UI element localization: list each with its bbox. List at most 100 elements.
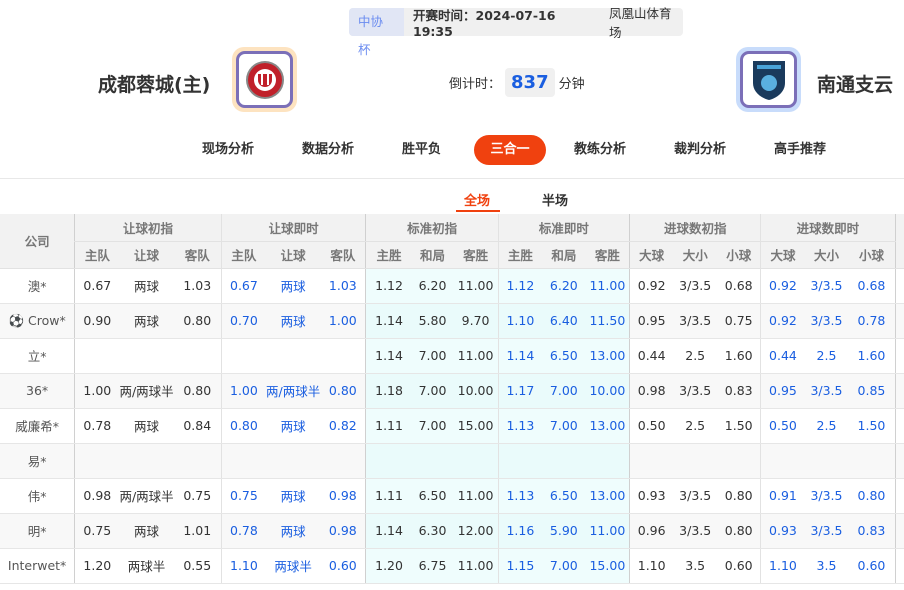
table-row[interactable]: 明* 0.75 两球 1.01 0.78 两球 0.98 1.14 6.30 12.00 1.16 5… [0,513,904,549]
odds-cell[interactable]: 10.00 [453,373,499,409]
odds-cell[interactable]: 0.78 [848,303,896,339]
odds-cell[interactable]: 0.80 [173,303,222,339]
odds-cell[interactable]: 两/两球半 [119,373,174,409]
odds-cell[interactable]: 两球 [266,478,321,514]
odds-cell[interactable]: 0.92 [760,303,805,339]
odds-cell[interactable]: 7.00 [541,548,586,584]
table-row[interactable]: 立* 1.14 7.00 11.00 1.14 6.50 13.00 0.44 2.5 1.60 0… [0,338,904,374]
odds-cell[interactable]: 3/3.5 [804,478,849,514]
odds-cell[interactable]: 1.17 [497,373,542,409]
odds-cell[interactable]: 3/3.5 [804,268,849,304]
odds-cell[interactable]: 1.11 [365,408,412,444]
odds-cell[interactable]: 0.75 [717,303,761,339]
odds-cell[interactable]: 1.14 [365,303,412,339]
subtab-half-time[interactable]: 半场 [542,194,569,209]
odds-cell[interactable]: 0.91 [760,478,805,514]
odds-cell[interactable]: 11.00 [453,268,499,304]
odds-cell[interactable]: 0.80 [848,478,896,514]
odds-cell[interactable]: 0.75 [173,478,222,514]
odds-cell[interactable]: 0.44 [629,338,674,374]
odds-cell[interactable]: 3/3.5 [673,478,718,514]
odds-cell[interactable]: 0.80 [320,373,366,409]
odds-cell[interactable] [717,443,761,479]
odds-cell[interactable]: 1.16 [497,513,542,549]
odds-cell[interactable]: 0.80 [717,478,761,514]
odds-cell[interactable]: 9.70 [453,303,499,339]
company-cell[interactable]: 36* [0,373,75,409]
odds-cell[interactable]: 两球 [119,268,174,304]
odds-cell[interactable]: 0.75 [74,513,120,549]
subtab-full-match[interactable]: 全场 [464,194,491,209]
odds-cell[interactable]: 1.10 [497,303,542,339]
odds-cell[interactable]: 1.50 [717,408,761,444]
odds-cell[interactable]: 11.00 [585,513,630,549]
tab-three-in-one[interactable]: 三合一 [474,135,546,165]
table-row[interactable]: 易* [0,443,904,479]
odds-cell[interactable]: 1.60 [717,338,761,374]
odds-cell[interactable]: 3/3.5 [673,513,718,549]
odds-cell[interactable]: 0.80 [173,373,222,409]
odds-cell[interactable] [320,338,366,374]
odds-cell[interactable]: 3/3.5 [804,513,849,549]
odds-cell[interactable]: 1.11 [365,478,412,514]
odds-cell[interactable]: 1.14 [365,513,412,549]
home-team-name[interactable]: 成都蓉城(主) [98,74,211,96]
away-team-name[interactable]: 南通支云 [817,74,894,96]
odds-cell[interactable]: 11.00 [453,478,499,514]
odds-cell[interactable]: 0.55 [173,548,222,584]
odds-cell[interactable]: 13.00 [585,338,630,374]
odds-cell[interactable] [760,443,805,479]
odds-cell[interactable]: 0.98 [74,478,120,514]
odds-cell[interactable]: 1.13 [497,408,542,444]
company-cell[interactable]: 伟* [0,478,75,514]
tab-coach-analysis[interactable]: 教练分析 [574,142,627,157]
odds-cell[interactable]: 6.20 [411,268,454,304]
odds-cell[interactable]: 6.50 [541,338,586,374]
odds-cell[interactable]: 0.60 [848,548,896,584]
odds-cell[interactable]: 0.98 [320,478,366,514]
company-cell[interactable]: 立* [0,338,75,374]
odds-cell[interactable]: 0.78 [74,408,120,444]
odds-cell[interactable]: 0.90 [74,303,120,339]
odds-cell[interactable]: 0.82 [320,408,366,444]
odds-cell[interactable]: 1.13 [497,478,542,514]
odds-cell[interactable]: 0.92 [760,268,805,304]
odds-cell[interactable]: 3/3.5 [804,373,849,409]
odds-cell[interactable]: 1.00 [320,303,366,339]
odds-cell[interactable]: 1.50 [848,408,896,444]
odds-cell[interactable]: 10.00 [585,373,630,409]
odds-cell[interactable]: 11.00 [585,268,630,304]
odds-cell[interactable]: 两球半 [119,548,174,584]
odds-cell[interactable] [119,443,174,479]
odds-cell[interactable]: 0.98 [629,373,674,409]
odds-cell[interactable]: 1.14 [497,338,542,374]
odds-cell[interactable]: 1.10 [220,548,267,584]
tab-data-analysis[interactable]: 数据分析 [302,142,355,157]
odds-cell[interactable]: 0.95 [760,373,805,409]
odds-cell[interactable]: 7.00 [541,408,586,444]
odds-cell[interactable]: 11.50 [585,303,630,339]
odds-cell[interactable]: 6.50 [411,478,454,514]
odds-cell[interactable]: 1.03 [320,268,366,304]
odds-cell[interactable] [266,338,321,374]
odds-cell[interactable]: 0.68 [848,268,896,304]
table-row[interactable]: ⚽ Crow* 0.90 两球 0.80 0.70 两球 1.00 1.14 5.80 9.70 1… [0,303,904,339]
odds-cell[interactable]: 3/3.5 [673,268,718,304]
odds-cell[interactable]: 2.5 [673,408,718,444]
company-cell[interactable]: Interwet* [0,548,75,584]
odds-cell[interactable]: 0.60 [320,548,366,584]
odds-cell[interactable]: 1.18 [365,373,412,409]
odds-cell[interactable]: 0.50 [629,408,674,444]
odds-cell[interactable]: 两球 [266,303,321,339]
odds-cell[interactable]: 1.00 [74,373,120,409]
odds-cell[interactable] [848,443,896,479]
odds-cell[interactable]: 6.40 [541,303,586,339]
odds-cell[interactable]: 1.10 [760,548,805,584]
odds-cell[interactable]: 6.75 [411,548,454,584]
odds-cell[interactable] [497,443,542,479]
odds-cell[interactable]: 7.00 [411,338,454,374]
odds-cell[interactable]: 0.98 [320,513,366,549]
odds-cell[interactable]: 两/两球半 [119,478,174,514]
company-cell[interactable]: ⚽ Crow* [0,303,75,339]
odds-cell[interactable] [220,338,267,374]
